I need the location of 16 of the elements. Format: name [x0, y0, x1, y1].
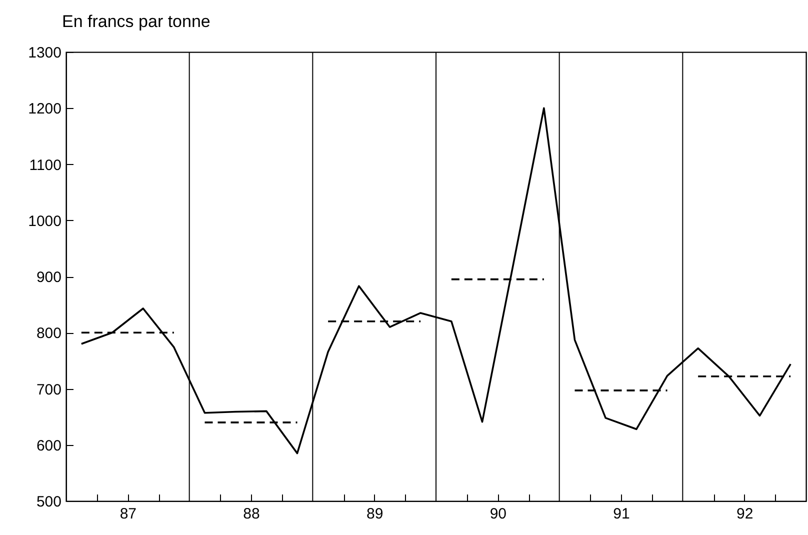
x-tick-label: 92: [736, 506, 754, 522]
y-tick-label: 500: [36, 494, 62, 510]
x-tick-label: 88: [243, 506, 260, 522]
y-tick-label: 800: [36, 325, 62, 342]
y-tick-label: 1200: [28, 100, 62, 118]
x-tick-label: 90: [490, 506, 507, 522]
x-tick-label: 89: [366, 506, 384, 522]
x-tick-label: 91: [613, 506, 630, 522]
y-tick-label: 1300: [28, 44, 62, 62]
y-tick-label: 700: [36, 381, 62, 398]
x-tick-label: 87: [120, 506, 137, 522]
y-tick-label: 1100: [29, 156, 62, 174]
y-tick-label: 600: [36, 437, 62, 454]
chart-title: En francs par tonne: [62, 12, 210, 31]
y-tick-label: 900: [36, 269, 62, 286]
y-tick-label: 1000: [28, 212, 62, 230]
